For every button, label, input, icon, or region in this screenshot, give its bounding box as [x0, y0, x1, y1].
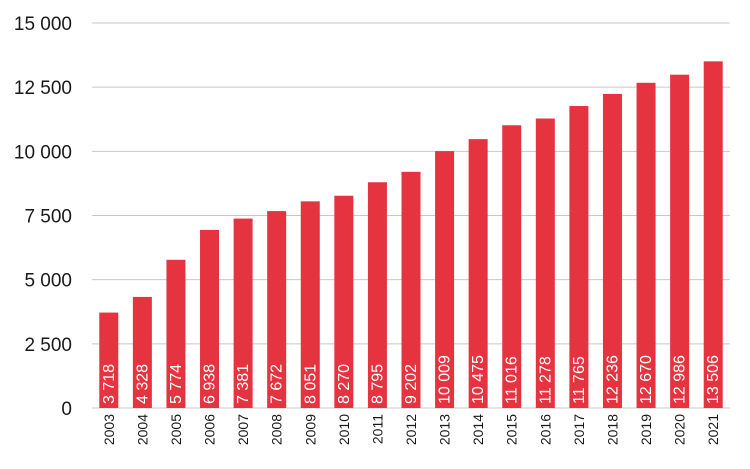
- bar-2004: [132, 296, 152, 408]
- y-axis-tick-labels: 0 2 500 5 000 7 500 10 000 12 500 15 000: [14, 14, 72, 420]
- x-tick-label: 2008: [269, 414, 285, 445]
- bar-2010: [334, 195, 354, 408]
- y-tick-label: 7 500: [24, 207, 72, 228]
- bar-value-label: 7 672: [269, 364, 286, 404]
- bar-2009: [300, 201, 320, 408]
- x-tick-label: 2020: [672, 414, 688, 445]
- y-tick-label: 2 500: [24, 335, 72, 356]
- bar-value-label: 10 475: [470, 355, 487, 404]
- bar-value-label: 13 506: [705, 355, 722, 404]
- x-tick-label: 2010: [336, 414, 352, 445]
- bar-2007: [233, 218, 253, 408]
- bar-value-label: 9 202: [403, 364, 420, 404]
- x-tick-label: 2016: [537, 414, 553, 445]
- x-tick-label: 2012: [403, 414, 419, 445]
- bar-value-label: 10 009: [437, 355, 454, 404]
- x-tick-label: 2005: [168, 414, 184, 445]
- x-tick-label: 2003: [101, 414, 117, 445]
- bar-value-label: 11 016: [504, 356, 521, 404]
- bar-value-label: 12 986: [672, 355, 689, 404]
- x-tick-label: 2011: [369, 414, 385, 444]
- x-tick-label: 2018: [604, 414, 620, 445]
- bar-2011: [367, 182, 387, 408]
- bar-2005: [166, 259, 186, 408]
- bar-2017: [569, 106, 589, 408]
- bar-value-label: 12 236: [604, 355, 621, 404]
- bar-2021: [703, 61, 723, 408]
- bar-2014: [468, 139, 488, 408]
- bar-value-label: 12 670: [638, 355, 655, 404]
- bar-value-label: 7 381: [235, 364, 252, 404]
- bar-2016: [535, 118, 555, 408]
- bar-value-label: 6 938: [202, 364, 219, 404]
- y-tick-label: 15 000: [14, 14, 72, 35]
- x-axis-tick-labels: 2003 2004 2005 2006 2007 2008 2009 2010 2011 2012…: [101, 414, 721, 445]
- bar-value-label: 3 718: [101, 364, 118, 404]
- x-tick-label: 2017: [571, 414, 587, 445]
- bar-2015: [502, 125, 522, 409]
- x-tick-label: 2006: [202, 414, 218, 445]
- bar-value-label: 11 765: [571, 356, 588, 404]
- bar-2019: [636, 82, 656, 408]
- bar-value-label: 8 270: [336, 364, 353, 404]
- x-tick-label: 2014: [470, 414, 486, 445]
- bar-value-label: 5 774: [168, 364, 185, 404]
- y-tick-label: 5 000: [24, 271, 72, 292]
- bar-value-label: 8 795: [369, 364, 386, 404]
- bar-value-label: 8 051: [302, 364, 319, 404]
- bar-2006: [200, 229, 220, 408]
- bars: [99, 61, 723, 409]
- bar-value-labels: 3 718 4 328 5 774 6 938 7 381 7 672 8 051 8 270…: [101, 355, 722, 404]
- x-tick-label: 2019: [638, 414, 654, 445]
- y-tick-label: 0: [61, 399, 72, 420]
- y-tick-label: 12 500: [14, 78, 72, 99]
- bar-2018: [602, 93, 622, 409]
- x-tick-label: 2021: [705, 414, 721, 445]
- bar-2008: [267, 211, 287, 408]
- bar-2003: [99, 312, 119, 408]
- bar-2013: [435, 151, 455, 408]
- x-tick-label: 2015: [504, 414, 520, 445]
- x-tick-label: 2004: [134, 414, 150, 445]
- x-tick-label: 2013: [437, 414, 453, 445]
- bar-value-label: 11 278: [537, 356, 554, 404]
- bar-value-label: 4 328: [134, 364, 151, 404]
- bar-2020: [670, 74, 690, 409]
- x-tick-label: 2009: [302, 414, 318, 445]
- x-tick-label: 2007: [235, 414, 251, 445]
- bar-2012: [401, 171, 421, 408]
- y-tick-label: 10 000: [14, 142, 72, 163]
